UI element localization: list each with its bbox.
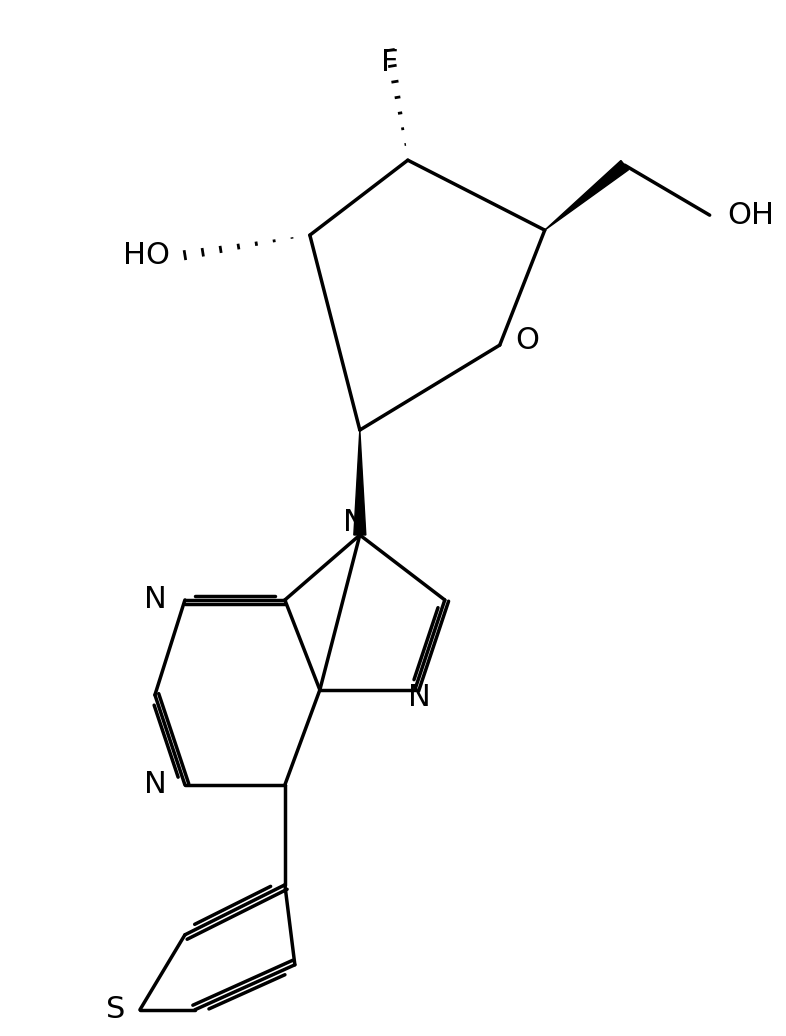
Text: N: N xyxy=(144,771,167,800)
Text: OH: OH xyxy=(728,201,775,230)
Text: N: N xyxy=(144,585,167,614)
Polygon shape xyxy=(354,430,365,535)
Text: HO: HO xyxy=(123,240,170,269)
Text: N: N xyxy=(343,509,366,538)
Polygon shape xyxy=(545,161,629,230)
Text: S: S xyxy=(105,996,125,1025)
Text: N: N xyxy=(409,684,432,713)
Text: O: O xyxy=(515,325,538,354)
Text: F: F xyxy=(381,48,399,77)
